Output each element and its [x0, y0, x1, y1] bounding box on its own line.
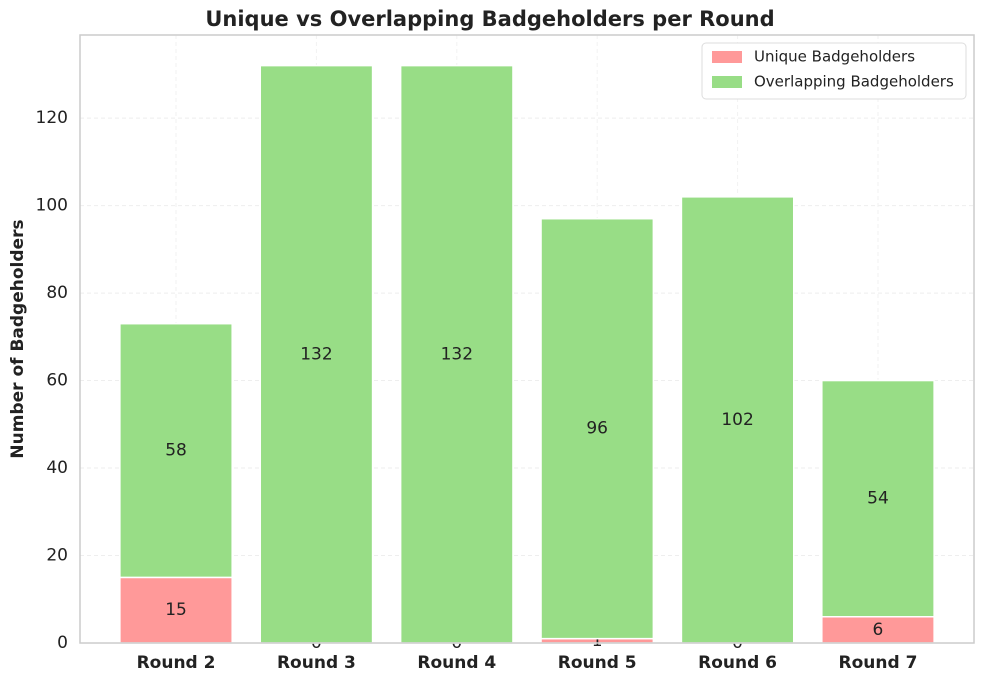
value-label: 58 [165, 441, 187, 461]
x-tick-label: Round 6 [698, 653, 777, 673]
bar-segment [259, 64, 374, 644]
value-label: 1 [592, 631, 603, 651]
value-label: 6 [873, 620, 884, 640]
x-tick-label: Round 5 [558, 653, 637, 673]
y-tick-label: 0 [57, 633, 68, 653]
bar-segment [119, 576, 233, 644]
value-label: 96 [586, 419, 608, 439]
legend-swatch [712, 51, 742, 63]
y-tick-label: 120 [36, 108, 68, 128]
y-tick-label: 80 [46, 283, 68, 303]
legend-label: Overlapping Badgeholders [754, 73, 954, 91]
value-label: 15 [165, 600, 187, 620]
bar-segment [399, 64, 514, 644]
bar-segment [119, 322, 233, 579]
legend-box [701, 42, 967, 100]
y-axis-label: Number of Badgeholders [8, 219, 28, 458]
bar-segment [821, 379, 935, 618]
x-tick-label: Round 4 [417, 653, 496, 673]
bar-segment [680, 196, 795, 644]
x-tick-label: Round 3 [277, 653, 356, 673]
value-label: 54 [867, 489, 889, 509]
legend-swatch [712, 76, 742, 88]
bar-segment [821, 616, 935, 644]
x-tick-label: Round 2 [137, 653, 216, 673]
chart-title: Unique vs Overlapping Badgeholders per R… [205, 7, 774, 31]
x-tick-label: Round 7 [839, 653, 918, 673]
value-label: 132 [300, 344, 332, 364]
value-label: 102 [721, 410, 753, 430]
legend-label: Unique Badgeholders [754, 48, 915, 66]
plot-frame [79, 34, 975, 644]
bar-segment [540, 217, 655, 640]
y-tick-label: 40 [46, 458, 68, 478]
value-label: 132 [441, 344, 473, 364]
y-tick-label: 20 [46, 546, 68, 566]
y-tick-label: 60 [46, 371, 68, 391]
y-tick-label: 100 [36, 196, 68, 216]
